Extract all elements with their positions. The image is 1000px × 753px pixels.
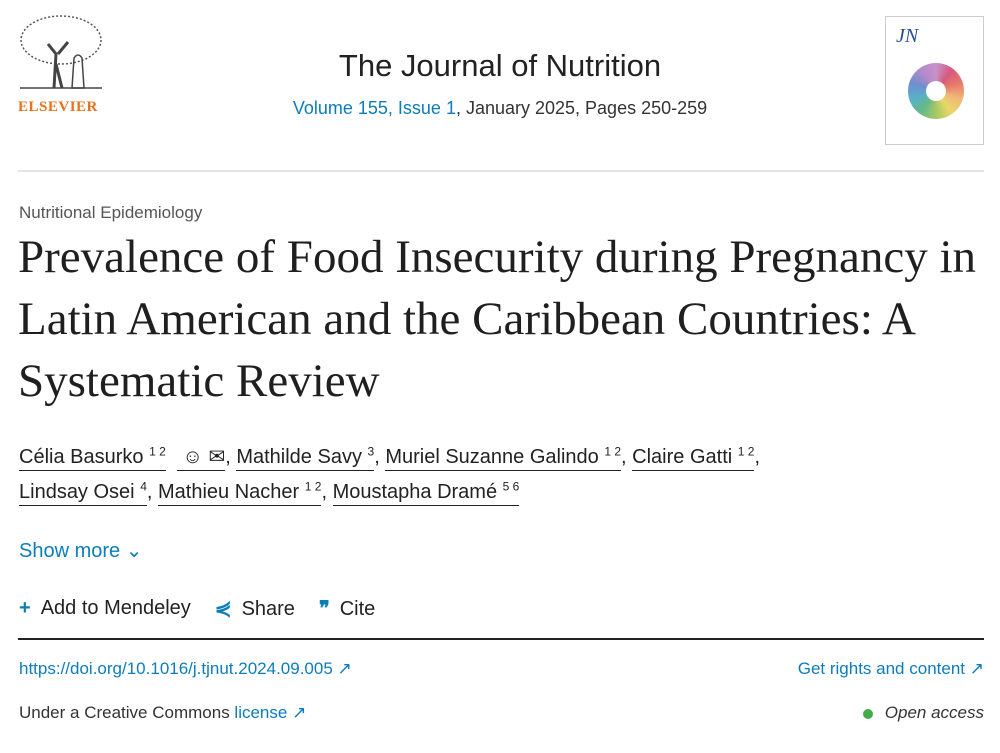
license-link[interactable]: license ↗ <box>234 703 307 722</box>
external-link-icon: ↗ <box>337 659 352 678</box>
divider <box>18 638 984 640</box>
plus-icon: + <box>19 597 31 619</box>
article-title: Prevalence of Food Insecurity during Pre… <box>18 231 977 407</box>
journal-title[interactable]: The Journal of Nutrition <box>338 48 662 83</box>
add-to-mendeley-button[interactable]: + Add to Mendeley <box>19 597 191 619</box>
publisher-name: ELSEVIER <box>18 99 98 115</box>
chevron-down-icon: ⌄ <box>125 540 143 562</box>
email-icon: ✉ <box>208 446 226 468</box>
author-link[interactable]: Mathilde Savy 3 <box>236 445 375 471</box>
journal-cover[interactable]: JN <box>885 16 984 145</box>
issue-details: , January 2025, Pages 250-259 <box>455 98 708 118</box>
tree-icon <box>20 15 102 89</box>
doi-link[interactable]: https://doi.org/10.1016/j.tjnut.2024.09.… <box>19 659 352 678</box>
show-more-button[interactable]: Show more ⌄ <box>19 540 143 562</box>
license-info: Under a Creative Commons license ↗ <box>19 703 307 722</box>
article-section: Nutritional Epidemiology <box>19 203 203 222</box>
open-access-badge: Open access <box>862 703 984 723</box>
cover-logo: JN <box>896 25 919 47</box>
author-line: Célia Basurko 1 2 ☺ ✉, Mathilde Savy 3, … <box>19 440 985 475</box>
author-link[interactable]: Moustapha Dramé 5 6 <box>332 480 520 506</box>
volume-issue-link[interactable]: Volume 155, Issue 1 <box>292 98 456 118</box>
article-actions: + Add to Mendeley ⋞ Share ❞ Cite <box>19 596 375 621</box>
external-link-icon: ↗ <box>969 659 984 678</box>
cite-button[interactable]: ❞ Cite <box>318 598 376 620</box>
author-link[interactable]: Muriel Suzanne Galindo 1 2 <box>385 445 622 471</box>
cover-wheel-graphic <box>908 63 964 119</box>
rights-link[interactable]: Get rights and content ↗ <box>797 659 984 678</box>
share-icon: ⋞ <box>214 598 232 620</box>
share-button[interactable]: ⋞ Share <box>214 598 295 620</box>
author-link[interactable]: Mathieu Nacher 1 2 <box>158 480 322 506</box>
author-line: Lindsay Osei 4, Mathieu Nacher 1 2, Mous… <box>19 475 985 510</box>
status-dot-icon <box>862 708 873 719</box>
journal-issue-info: Volume 155, Issue 1, January 2025, Pages… <box>0 98 1000 119</box>
divider <box>18 170 984 172</box>
author-link[interactable]: Claire Gatti 1 2 <box>632 445 755 471</box>
author-link[interactable]: Célia Basurko 1 2 <box>19 445 166 471</box>
person-icon: ☺ <box>182 446 203 468</box>
author-list: Célia Basurko 1 2 ☺ ✉, Mathilde Savy 3, … <box>19 440 985 510</box>
author-contact-icons[interactable]: ☺ ✉ <box>176 446 226 471</box>
quote-icon: ❞ <box>318 598 330 620</box>
author-link[interactable]: Lindsay Osei 4 <box>19 480 147 506</box>
elsevier-logo[interactable]: ELSEVIER <box>18 14 106 116</box>
